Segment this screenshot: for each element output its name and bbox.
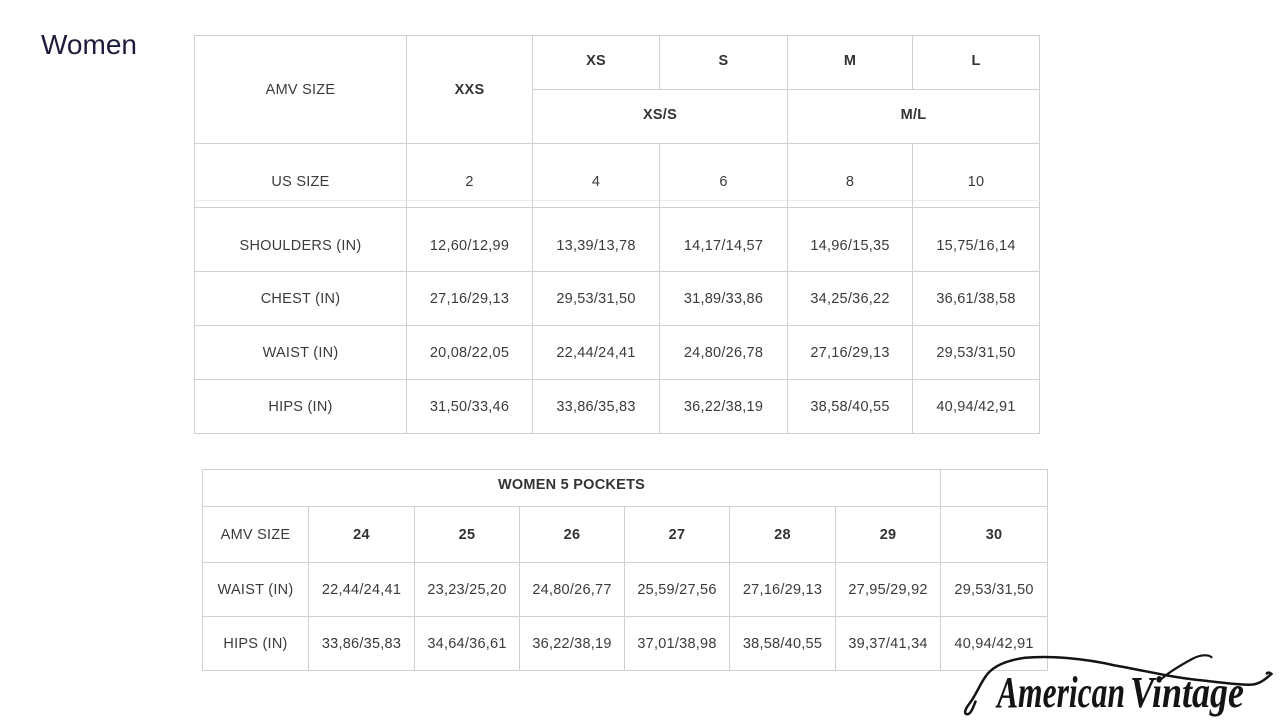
- svg-text:American: American: [995, 668, 1125, 717]
- svg-text:Vintage: Vintage: [1130, 668, 1244, 717]
